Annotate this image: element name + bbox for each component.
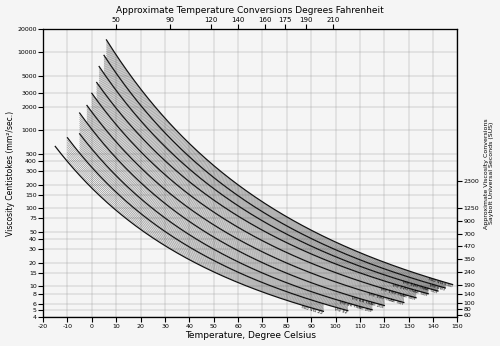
Text: ISO VG 22: ISO VG 22 — [301, 305, 324, 315]
Text: VG 220 (SAE 50): VG 220 (SAE 50) — [392, 283, 428, 298]
Text: VG 150 (SAE 40): VG 150 (SAE 40) — [380, 288, 416, 302]
Text: ISO VG 680: ISO VG 680 — [428, 277, 452, 288]
Text: VG 32: VG 32 — [334, 307, 348, 315]
Y-axis label: Viscosity Centistokes (mm²/sec.): Viscosity Centistokes (mm²/sec.) — [6, 111, 15, 236]
X-axis label: Approximate Temperature Conversions Degrees Fahrenheit: Approximate Temperature Conversions Degr… — [116, 6, 384, 15]
Text: VG 320 (SAE 50): VG 320 (SAE 50) — [402, 281, 438, 295]
Text: VG 68 (SAE 20): VG 68 (SAE 20) — [351, 296, 384, 309]
Text: VG 460: VG 460 — [429, 283, 446, 292]
Y-axis label: Approximate Viscosity Conversions
Saybolt Universal Seconds (SUS): Approximate Viscosity Conversions Saybol… — [484, 118, 494, 228]
Text: VG 46 (SAE 20): VG 46 (SAE 20) — [339, 301, 372, 313]
Text: VG 100 (SAE 30): VG 100 (SAE 30) — [368, 292, 404, 306]
X-axis label: Temperature, Degree Celsius: Temperature, Degree Celsius — [185, 331, 316, 340]
